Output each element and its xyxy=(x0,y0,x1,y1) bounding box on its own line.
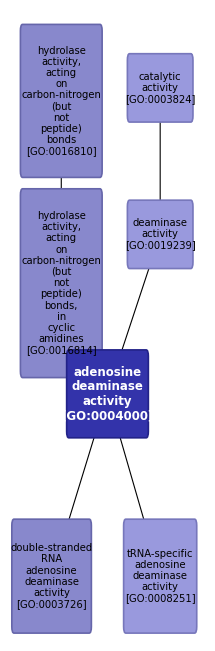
FancyBboxPatch shape xyxy=(127,201,193,268)
Text: deaminase
activity
[GO:0019239]: deaminase activity [GO:0019239] xyxy=(125,218,196,251)
FancyBboxPatch shape xyxy=(67,350,148,437)
FancyBboxPatch shape xyxy=(12,519,91,633)
Text: hydrolase
activity,
acting
on
carbon-nitrogen
(but
not
peptide)
bonds,
in
cyclic: hydrolase activity, acting on carbon-nit… xyxy=(21,211,101,355)
FancyBboxPatch shape xyxy=(127,54,193,122)
Text: hydrolase
activity,
acting
on
carbon-nitrogen
(but
not
peptide)
bonds
[GO:001681: hydrolase activity, acting on carbon-nit… xyxy=(21,46,101,156)
FancyBboxPatch shape xyxy=(20,189,102,378)
FancyBboxPatch shape xyxy=(124,519,197,633)
FancyBboxPatch shape xyxy=(20,25,102,178)
Text: double-stranded
RNA
adenosine
deaminase
activity
[GO:0003726]: double-stranded RNA adenosine deaminase … xyxy=(11,543,93,609)
Text: tRNA-specific
adenosine
deaminase
activity
[GO:0008251]: tRNA-specific adenosine deaminase activi… xyxy=(125,549,195,603)
Text: catalytic
activity
[GO:0003824]: catalytic activity [GO:0003824] xyxy=(125,72,195,104)
Text: adenosine
deaminase
activity
[GO:0004000]: adenosine deaminase activity [GO:0004000… xyxy=(61,366,154,422)
